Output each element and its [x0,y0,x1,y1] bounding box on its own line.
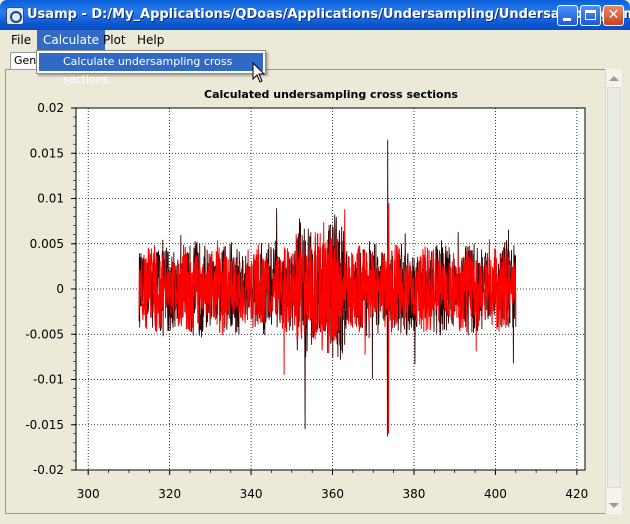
x-tick-label: 360 [321,487,344,501]
x-tick-label: 320 [158,487,181,501]
minimize-button[interactable] [557,5,578,26]
menu-help[interactable]: Help [137,33,165,47]
menu-file[interactable]: File [11,33,32,47]
maximize-icon [585,10,596,20]
y-tick-label: 0.01 [37,192,64,206]
y-tick-label: 0.015 [30,146,64,160]
menu-item-calculate-undersampling[interactable]: Calculate undersampling cross sections [39,53,263,86]
y-tick-label: -0.015 [25,418,64,432]
close-button[interactable]: ✕ [603,5,624,26]
x-tick-label: 420 [565,487,588,501]
tab-general[interactable]: Gen [10,52,41,69]
scroll-up-icon[interactable] [609,76,619,81]
close-icon: ✕ [607,7,620,23]
x-tick-label: 340 [240,487,263,501]
menu-plot[interactable]: Plot [103,33,126,47]
data-series [138,139,517,437]
minimize-icon [563,18,571,21]
y-tick-label: 0.005 [30,237,64,251]
y-axis: -0.02 -0.015 -0.01 -0.005 0 0.005 0.01 0.015 0.0… [25,101,76,477]
series-line [138,202,517,434]
title-bar[interactable]: Usamp - D:/My_Applications/QDoas/Applica… [0,0,630,30]
x-tick-label: 400 [484,487,507,501]
menu-calculate[interactable]: Calculate [37,30,106,50]
x-tick-label: 300 [77,487,100,501]
y-tick-label: -0.01 [33,373,64,387]
y-tick-label: 0 [56,282,64,296]
y-tick-label: -0.02 [33,463,64,477]
x-axis: 300 320 340 360 380 400 420 [77,470,588,501]
chart-title: Calculated undersampling cross sections [204,88,458,101]
y-tick-label: 0.02 [37,101,64,115]
vertical-scrollbar[interactable] [605,69,622,514]
menu-bar: File Calculate Plot Help [0,30,630,50]
tab-bar: Gen [0,50,630,70]
app-icon [6,7,24,25]
scroll-thumb[interactable] [607,87,621,488]
y-tick-label: -0.005 [25,327,64,341]
maximize-button[interactable] [580,5,601,26]
mouse-cursor-icon [252,62,266,83]
calculate-dropdown: Calculate undersampling cross sections [36,50,266,86]
x-tick-label: 380 [403,487,426,501]
scroll-down-icon[interactable] [609,503,619,508]
window-title: Usamp - D:/My_Applications/QDoas/Applica… [27,7,630,22]
